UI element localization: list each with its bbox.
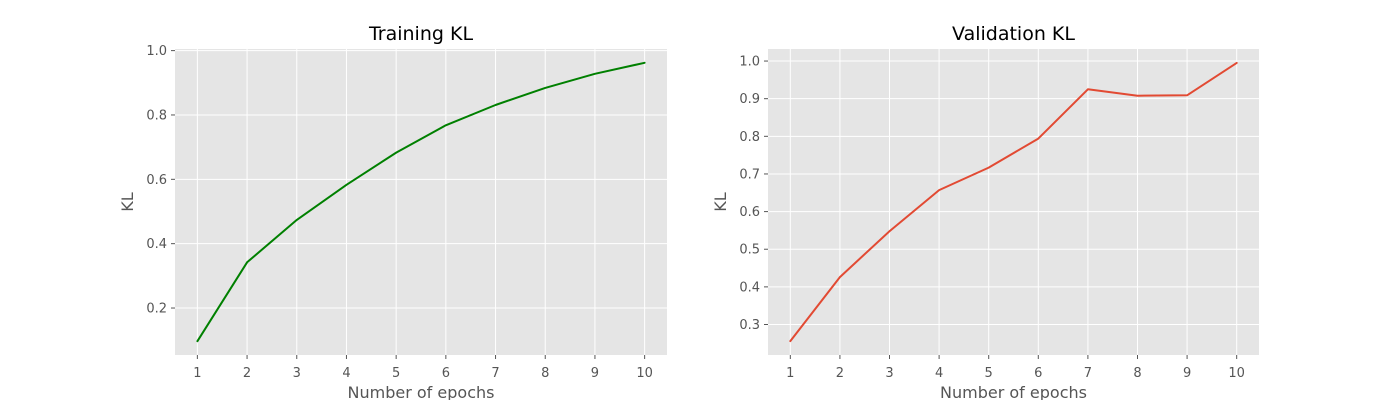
training-x-tick-label: 3 (293, 366, 301, 381)
training-y-tick-label: 1.0 (146, 44, 167, 59)
training-x-tick-label: 9 (591, 366, 599, 381)
validation-y-tick-label: 0.6 (739, 205, 760, 220)
validation-y-tick-label: 0.3 (739, 318, 760, 333)
validation-x-tick-label: 5 (985, 366, 993, 381)
validation-plot-area (768, 49, 1259, 355)
validation-x-tick-label: 10 (1228, 366, 1245, 381)
training-x-tick-label: 5 (392, 366, 400, 381)
training-x-tick-label: 7 (491, 366, 499, 381)
validation-x-tick-label: 2 (836, 366, 844, 381)
training-x-tick-label: 1 (193, 366, 201, 381)
validation-x-axis-label: Number of epochs (940, 383, 1087, 400)
validation-y-tick-label: 0.8 (739, 130, 760, 145)
training-x-axis-label: Number of epochs (348, 383, 495, 400)
validation-x-tick-label: 1 (786, 366, 794, 381)
validation-y-tick-label: 0.5 (739, 243, 760, 258)
training-x-tick-label: 4 (342, 366, 350, 381)
validation-x-tick-label: 4 (935, 366, 943, 381)
validation-x-tick-label: 3 (885, 366, 893, 381)
training-y-tick-label: 0.2 (146, 302, 167, 317)
training-chart: 1 2 3 4 5 6 7 8 9 10 0.2 0.4 0.6 0.8 1.0 Training KL Num… (118, 23, 667, 400)
validation-y-tick-label: 0.9 (739, 92, 760, 107)
training-y-tick-label: 0.8 (146, 108, 167, 123)
validation-y-tick-label: 0.4 (739, 280, 760, 295)
training-x-tick-label: 2 (243, 366, 251, 381)
training-y-tick-label: 0.6 (146, 173, 167, 188)
validation-series-line (789, 61, 1238, 343)
validation-chart: 1 2 3 4 5 6 7 8 9 10 0.3 0.4 0.5 0.6 0.7 0.8 0.9 1.0 Valid… (711, 23, 1259, 400)
training-y-tick-label: 0.4 (146, 237, 167, 252)
validation-y-axis-label: KL (711, 192, 730, 211)
validation-y-tick-label: 1.0 (739, 55, 760, 70)
validation-chart-title: Validation KL (952, 23, 1075, 45)
training-x-tick-label: 6 (442, 366, 450, 381)
training-series-line (196, 61, 646, 343)
training-chart-title: Training KL (368, 23, 473, 45)
validation-y-tick-label: 0.7 (739, 167, 760, 182)
validation-x-tick-label: 7 (1084, 366, 1092, 381)
training-plot-area (175, 49, 667, 355)
training-y-axis-label: KL (118, 192, 137, 211)
training-x-tick-label: 10 (636, 366, 653, 381)
validation-x-tick-label: 6 (1034, 366, 1042, 381)
training-x-tick-label: 8 (541, 366, 549, 381)
validation-x-tick-label: 9 (1183, 366, 1191, 381)
validation-x-tick-label: 8 (1133, 366, 1141, 381)
